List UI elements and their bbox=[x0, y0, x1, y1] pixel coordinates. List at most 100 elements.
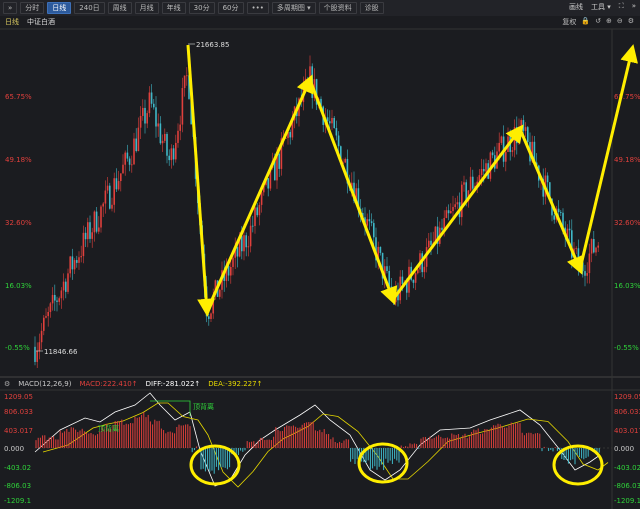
chart-control-icon[interactable]: ⊕ bbox=[605, 17, 612, 25]
price-axis-label-left: 16.03% bbox=[5, 282, 32, 290]
candle bbox=[388, 270, 390, 287]
candle bbox=[80, 256, 82, 258]
candle bbox=[98, 227, 100, 232]
candle bbox=[153, 103, 155, 108]
adjust-button[interactable]: 复权 bbox=[562, 18, 577, 26]
chart-control-icon[interactable]: ⊖ bbox=[616, 17, 623, 25]
candle bbox=[190, 98, 192, 125]
chart-control-icon[interactable]: ↺ bbox=[595, 17, 601, 25]
candle bbox=[164, 133, 166, 141]
candle bbox=[84, 232, 87, 240]
period-button[interactable]: 240日 bbox=[74, 2, 105, 14]
period-label: 日线 bbox=[5, 18, 19, 26]
candle bbox=[355, 188, 357, 201]
candle bbox=[575, 248, 577, 250]
candle bbox=[533, 141, 536, 163]
chart-control-icon[interactable]: 🔒 bbox=[581, 17, 591, 25]
candle bbox=[454, 204, 456, 208]
candle bbox=[307, 78, 309, 80]
candle bbox=[234, 247, 236, 258]
candle bbox=[379, 246, 382, 253]
candle bbox=[309, 66, 311, 79]
candle bbox=[436, 226, 439, 244]
period-button[interactable]: 60分 bbox=[217, 2, 244, 14]
chart-control-icon[interactable]: ⚙ bbox=[627, 17, 634, 25]
candle bbox=[443, 217, 445, 230]
candle bbox=[344, 158, 346, 163]
macd-axis-label-left: -806.03 bbox=[4, 482, 31, 490]
candle bbox=[122, 164, 124, 174]
period-button[interactable]: 月线 bbox=[134, 2, 159, 14]
draw-button[interactable]: 画线 bbox=[569, 3, 584, 11]
candle bbox=[456, 202, 459, 205]
period-toolbar: » 分时 日线 240日 周线 月线 年线 30分 60分 ••• 多周期图 ▾ 个股资料 诊股 bbox=[0, 0, 640, 16]
candle bbox=[423, 266, 426, 273]
candle bbox=[166, 133, 168, 156]
candle bbox=[353, 182, 355, 201]
candle bbox=[232, 257, 234, 267]
candle bbox=[285, 138, 287, 139]
candle bbox=[527, 127, 529, 142]
candle bbox=[40, 330, 43, 343]
fullscreen-icon[interactable]: ⛶ bbox=[618, 2, 624, 10]
candle bbox=[566, 228, 569, 238]
trend-arrow bbox=[578, 44, 638, 270]
candle bbox=[381, 252, 384, 279]
macd-axis-label-right: -806.03 bbox=[614, 482, 640, 490]
more-icon[interactable]: » bbox=[631, 2, 636, 10]
candle bbox=[172, 148, 175, 160]
candle bbox=[535, 162, 538, 166]
candle bbox=[287, 132, 289, 139]
period-button[interactable]: ••• bbox=[246, 2, 269, 14]
toolbar-right: 画线 工具 ▾ ⛶ » bbox=[569, 2, 636, 12]
candle bbox=[357, 188, 360, 209]
tools-menu[interactable]: 工具 ▾ bbox=[591, 3, 611, 11]
divergence-line bbox=[150, 400, 191, 416]
candle bbox=[441, 227, 443, 230]
candle bbox=[243, 235, 245, 252]
candle bbox=[69, 256, 71, 274]
candle bbox=[425, 247, 428, 267]
period-button[interactable]: 日线 bbox=[47, 2, 72, 14]
candle bbox=[370, 221, 373, 224]
candle bbox=[144, 107, 146, 124]
highlight-circle bbox=[357, 442, 409, 484]
candle bbox=[267, 178, 269, 189]
candle bbox=[557, 208, 560, 213]
period-button[interactable]: 年线 bbox=[161, 2, 186, 14]
period-button[interactable]: 分时 bbox=[20, 2, 45, 14]
candle bbox=[43, 317, 45, 331]
candle bbox=[414, 273, 417, 283]
macd-axis-label-right: -1209.1 bbox=[614, 497, 640, 505]
candle bbox=[56, 300, 58, 302]
candle bbox=[335, 128, 338, 136]
expand-button[interactable]: » bbox=[3, 2, 18, 14]
candle bbox=[113, 178, 115, 205]
period-button[interactable]: 诊股 bbox=[359, 2, 384, 14]
candle bbox=[106, 185, 109, 191]
candle bbox=[401, 276, 404, 284]
candle bbox=[428, 240, 430, 248]
diff-line bbox=[34, 392, 601, 487]
candle bbox=[256, 207, 258, 216]
candle bbox=[386, 266, 388, 271]
candle bbox=[87, 222, 89, 240]
candle bbox=[135, 138, 137, 151]
macd-value: MACD:222.410↑ bbox=[79, 380, 138, 388]
candle bbox=[183, 75, 186, 89]
candle bbox=[584, 271, 586, 276]
period-button[interactable]: 30分 bbox=[188, 2, 215, 14]
period-button[interactable]: 周线 bbox=[107, 2, 132, 14]
candle bbox=[175, 142, 177, 160]
candle bbox=[128, 158, 131, 165]
candle bbox=[289, 132, 291, 138]
period-button[interactable]: 个股资料 bbox=[318, 2, 357, 14]
candle bbox=[137, 127, 140, 151]
candle bbox=[93, 211, 96, 233]
settings-icon[interactable]: ⚙ bbox=[4, 380, 11, 388]
candle bbox=[139, 115, 142, 128]
candle bbox=[181, 88, 184, 125]
period-button[interactable]: 多周期图 ▾ bbox=[271, 2, 316, 14]
high-price-label: 21663.85 bbox=[196, 41, 229, 49]
